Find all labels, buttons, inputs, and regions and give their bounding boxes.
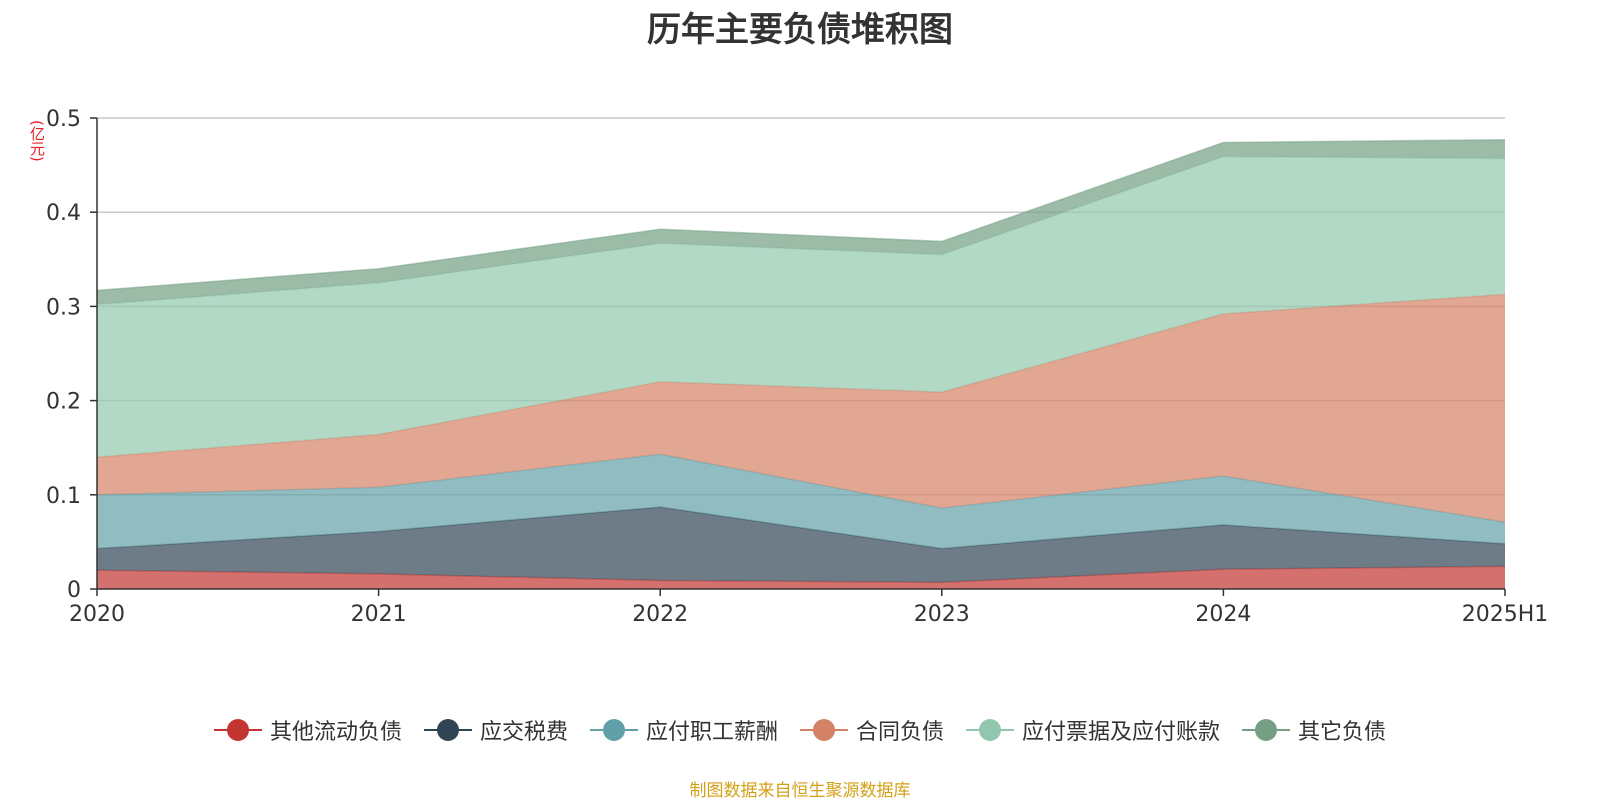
- legend-label: 合同负债: [856, 720, 945, 745]
- chart-title: 历年主要负债堆积图: [647, 10, 953, 50]
- y-tick-label: 0.4: [46, 201, 81, 226]
- legend-marker-icon: [1242, 718, 1291, 742]
- area-series-3: [97, 454, 1505, 549]
- y-tick-label: 0.3: [46, 295, 81, 320]
- area-series-4: [97, 294, 1505, 523]
- axes: 0 0.1 0.2 0.3 0.4 0.5 2020 2021 2022 2023 2024 2025…: [46, 107, 1548, 627]
- legend-label: 其它负债: [1298, 720, 1387, 745]
- y-tick-label: 0.2: [46, 390, 81, 415]
- y-tick-label: 0: [67, 578, 81, 603]
- area-series-6: [97, 139, 1505, 305]
- y-axis-unit-label: (亿元): [28, 120, 46, 162]
- legend-item[interactable]: 合同负债: [800, 714, 944, 746]
- legend-marker-icon: [423, 718, 472, 742]
- legend-label: 应付职工薪酬: [645, 720, 778, 745]
- legend-marker-icon: [589, 718, 638, 742]
- area-series: [96, 138, 1506, 589]
- legend-label: 应付票据及应付账款: [1022, 720, 1221, 745]
- x-tick-label: 2023: [914, 602, 970, 627]
- legend-label: 应交税费: [479, 720, 568, 745]
- legend-item[interactable]: 应付票据及应付账款: [966, 714, 1220, 746]
- x-tick-label: 2025H1: [1462, 602, 1549, 627]
- area-edge-6: [96, 138, 1506, 292]
- stacked-area-chart: 0 0.1 0.2 0.3 0.4 0.5 2020 2021 2022 2023 2024 2025…: [46, 107, 1548, 627]
- data-source-note: 制图数据来自恒生聚源数据库: [689, 781, 911, 801]
- x-tick-label: 2024: [1195, 602, 1251, 627]
- legend-item[interactable]: 其它负债: [1242, 714, 1386, 746]
- y-tick-label: 0.5: [46, 107, 81, 132]
- area-series-5: [97, 156, 1505, 458]
- x-tick-label: 2022: [632, 602, 688, 627]
- legend-marker-icon: [966, 718, 1015, 742]
- legend-item[interactable]: 其他流动负债: [213, 714, 402, 746]
- y-tick-label: 0.1: [46, 484, 81, 509]
- legend-item[interactable]: 应付职工薪酬: [589, 714, 778, 746]
- area-series-1: [97, 566, 1505, 589]
- x-tick-label: 2021: [351, 602, 407, 627]
- legend-marker-icon: [800, 718, 848, 742]
- legend-item[interactable]: 应交税费: [423, 714, 568, 746]
- legend-marker-icon: [213, 718, 262, 742]
- chart-legend: 其他流动负债 应交税费 应付职工薪酬 合同负债 应付票据及应付账款 其它负债: [0, 714, 1600, 746]
- legend-label: 其他流动负债: [269, 720, 402, 745]
- x-tick-label: 2020: [69, 602, 125, 627]
